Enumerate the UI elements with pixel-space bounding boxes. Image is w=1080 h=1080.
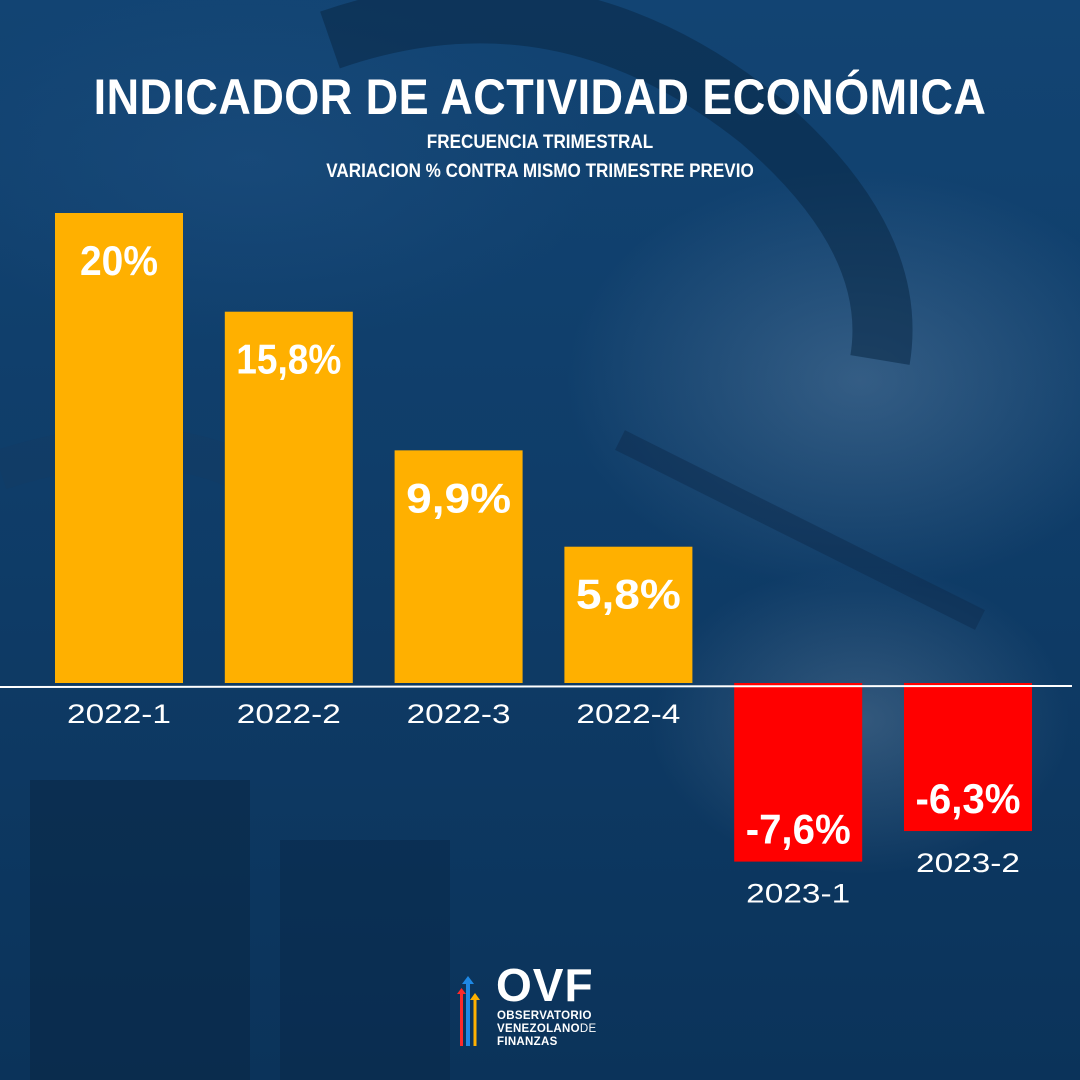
logo-line-2-main: VENEZOLANO [497, 1023, 580, 1035]
data-label-2022-4: 5,8% [576, 571, 681, 618]
logo-arrows-icon [457, 976, 480, 1046]
data-label-2022-1: 20% [80, 237, 158, 284]
chart-title: INDICADOR DE ACTIVIDAD ECONÓMICA [93, 69, 987, 125]
bar-2022-2 [224, 311, 353, 683]
baseline-axis [0, 685, 1073, 688]
x-tick-label-2022-3: 2022-3 [407, 699, 511, 729]
data-label-2022-3: 9,9% [406, 474, 511, 521]
x-tick-label-2022-1: 2022-1 [67, 699, 171, 729]
bar-2022-4 [564, 546, 693, 683]
data-label-2022-2: 15,8% [236, 336, 341, 383]
ovf-logo: OVF OBSERVATORIO VENEZOLANODE FINANZAS [456, 959, 616, 1054]
bar-2022-3 [394, 450, 523, 683]
bar-2023-2 [904, 683, 1032, 832]
bar-2022-1 [55, 213, 183, 683]
logo-line-1: OBSERVATORIO [497, 1010, 592, 1022]
data-label-2023-1: -7,6% [746, 806, 851, 853]
chart-subtitle-variation: VARIACION % CONTRA MISMO TRIMESTRE PREVI… [326, 161, 754, 182]
logo-line-2-suffix: DE [579, 1023, 597, 1035]
x-tick-label-2023-2: 2023-2 [916, 848, 1020, 878]
bar-2023-1 [734, 683, 863, 862]
chart-subtitle-frequency: FRECUENCIA TRIMESTRAL [426, 132, 654, 153]
logo-line-3: FINANZAS [497, 1036, 558, 1048]
x-tick-label-2022-2: 2022-2 [237, 699, 341, 729]
logo-line-2: VENEZOLANODE [497, 1023, 596, 1035]
data-label-2023-2: -6,3% [916, 775, 1021, 822]
logo-acronym: OVF [496, 959, 594, 1011]
x-tick-label-2022-4: 2022-4 [576, 699, 680, 729]
x-tick-label-2023-1: 2023-1 [746, 879, 850, 909]
